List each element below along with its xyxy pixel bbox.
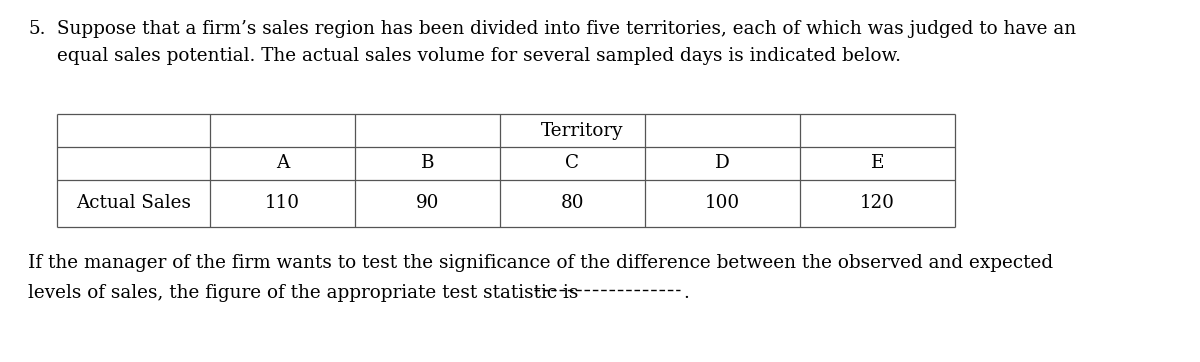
Text: Territory: Territory	[541, 122, 624, 139]
Text: D: D	[715, 155, 730, 173]
Text: 110: 110	[265, 194, 300, 212]
Text: C: C	[565, 155, 580, 173]
Text: A: A	[276, 155, 289, 173]
Text: B: B	[421, 155, 434, 173]
Text: E: E	[871, 155, 884, 173]
Text: .: .	[683, 284, 689, 302]
Text: Suppose that a firm’s sales region has been divided into five territories, each : Suppose that a firm’s sales region has b…	[58, 20, 1076, 38]
Text: Actual Sales: Actual Sales	[76, 194, 191, 212]
Text: 90: 90	[416, 194, 439, 212]
Text: 80: 80	[560, 194, 584, 212]
Text: If the manager of the firm wants to test the significance of the difference betw: If the manager of the firm wants to test…	[28, 254, 1054, 272]
Text: 120: 120	[860, 194, 895, 212]
Text: 5.: 5.	[28, 20, 46, 38]
Text: 100: 100	[704, 194, 740, 212]
Text: levels of sales, the figure of the appropriate test statistic is: levels of sales, the figure of the appro…	[28, 284, 578, 302]
Text: equal sales potential. The actual sales volume for several sampled days is indic: equal sales potential. The actual sales …	[58, 47, 901, 65]
